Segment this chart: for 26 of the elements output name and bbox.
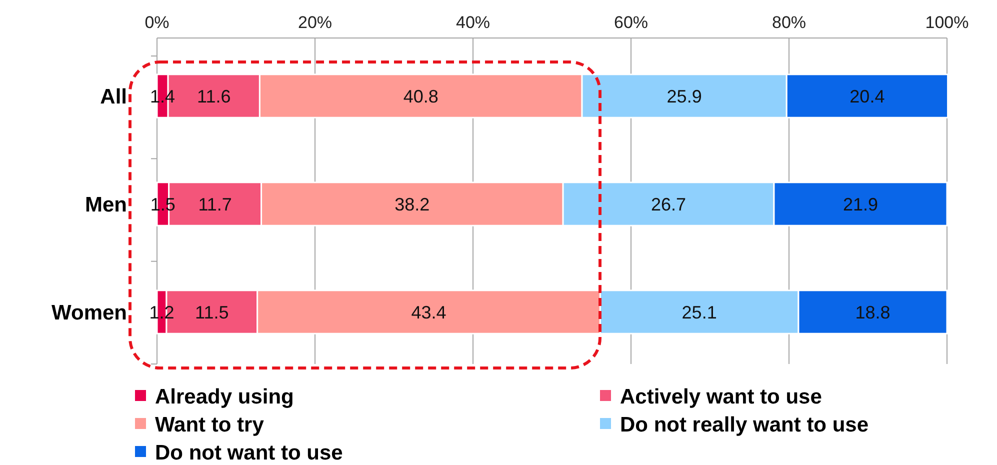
data-label: 25.9 — [666, 86, 702, 106]
legend-label: Want to try — [155, 413, 264, 436]
x-tick-label: 60% — [614, 13, 648, 32]
legend-label: Do not really want to use — [620, 413, 869, 436]
data-label: 18.8 — [855, 302, 890, 322]
data-label: 20.4 — [850, 86, 885, 106]
x-tick-label: 0% — [144, 13, 170, 32]
legend-label: Actively want to use — [620, 385, 822, 408]
data-label: 11.6 — [197, 86, 231, 106]
data-label: 21.9 — [842, 194, 878, 214]
y-tick-label: All — [100, 85, 127, 108]
x-tick-label: 100% — [925, 13, 969, 32]
legend-label: Already using — [155, 385, 294, 408]
y-tick-label: Men — [85, 193, 127, 216]
data-label: 38.2 — [394, 194, 430, 214]
y-tick-label: Women — [52, 301, 127, 324]
data-label: 43.4 — [411, 302, 446, 322]
data-label: 26.7 — [651, 194, 686, 214]
data-label: 40.8 — [403, 86, 438, 106]
data-label: 11.5 — [195, 302, 229, 322]
data-label: 25.1 — [682, 302, 717, 322]
x-tick-label: 80% — [772, 13, 806, 32]
data-label: 11.7 — [198, 194, 232, 214]
x-tick-label: 20% — [298, 13, 332, 32]
x-tick-label: 40% — [456, 13, 490, 32]
legend-label: Do not want to use — [155, 441, 343, 464]
